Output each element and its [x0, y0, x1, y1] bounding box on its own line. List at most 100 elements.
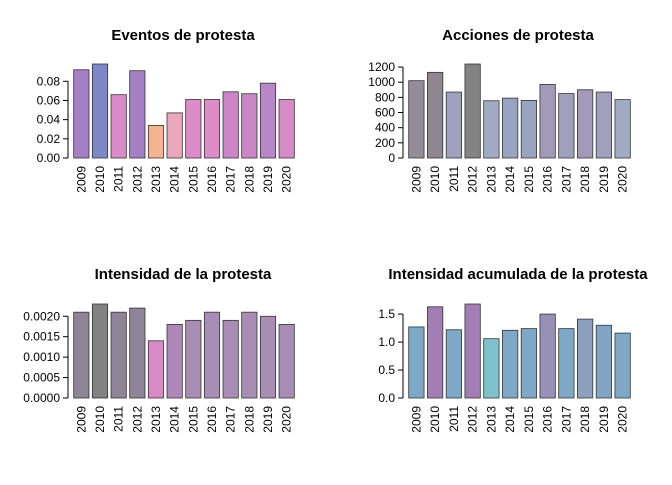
x-tick-label: 2009 — [74, 406, 88, 433]
x-tick-label: 2012 — [466, 406, 480, 433]
bar-2013 — [483, 338, 500, 399]
x-tick-label: 2013 — [149, 166, 163, 193]
bar-2014 — [502, 329, 519, 399]
x-tick-label: 2011 — [112, 166, 126, 192]
x-tick-label: 2009 — [409, 406, 423, 433]
x-tick-label: 2012 — [130, 166, 144, 193]
x-tick-label: 2015 — [186, 166, 200, 193]
x-tick-label: 2014 — [168, 166, 182, 193]
x-tick-label: 2014 — [503, 406, 517, 433]
y-tick-label: 800 — [375, 90, 395, 104]
chart-panel-3: Intensidad de la protesta 2009 2010 2011 201… — [23, 266, 295, 433]
x-tick-label: 2017 — [224, 166, 238, 193]
bar-2015 — [185, 319, 202, 399]
bar-2014 — [166, 112, 183, 159]
x-tick-label: 2011 — [447, 166, 461, 192]
x-tick-label: 2018 — [578, 406, 592, 433]
x-tick-label: 2013 — [149, 406, 163, 433]
x-tick-label: 2016 — [541, 166, 555, 193]
bar-2016 — [203, 311, 221, 399]
bar-2015 — [520, 328, 537, 399]
chart-panel-2: Acciones de protesta 2009 2010 2011 2012 2013… — [368, 27, 631, 193]
x-tick-label: 2010 — [428, 406, 442, 433]
bar-2017 — [558, 93, 575, 159]
x-tick-label: 2017 — [559, 166, 573, 193]
x-tick-label: 2012 — [466, 166, 480, 193]
bar-2019 — [595, 91, 612, 159]
y-tick-label: 0.06 — [37, 93, 61, 107]
y-tick-label: 0.5 — [378, 363, 395, 377]
chart-title: Acciones de protesta — [442, 27, 594, 44]
x-tick-label: 2015 — [522, 166, 536, 193]
bar-2019 — [259, 315, 277, 399]
x-tick-label: 2020 — [616, 166, 630, 193]
chart-title: Intensidad acumulada de la protesta — [388, 266, 648, 283]
bar-2009 — [408, 80, 425, 159]
y-tick-label: 0.04 — [37, 113, 61, 127]
x-tick-label: 2010 — [93, 166, 107, 193]
y-tick-label: 1.5 — [378, 307, 395, 321]
bar-2010 — [427, 71, 444, 159]
x-tick-label: 2010 — [428, 166, 442, 193]
x-tick-label: 2009 — [74, 166, 88, 193]
bar-2016 — [203, 99, 221, 159]
y-tick-label: 400 — [375, 121, 395, 135]
y-tick-label: 1200 — [368, 60, 395, 74]
bar-2013 — [483, 100, 500, 159]
bar-2015 — [185, 99, 202, 159]
bar-2016 — [539, 313, 556, 399]
x-tick-label: 2018 — [242, 166, 256, 193]
y-tick-label: 200 — [375, 136, 395, 150]
x-tick-label: 2012 — [130, 406, 144, 433]
bar-2012 — [129, 70, 146, 159]
bar-2013 — [147, 340, 165, 399]
y-tick-label: 600 — [375, 106, 395, 120]
x-tick-label: 2016 — [541, 406, 555, 433]
bar-2018 — [241, 311, 258, 399]
x-tick-label: 2016 — [205, 166, 219, 193]
bar-2012 — [464, 63, 481, 159]
bar-2014 — [166, 324, 183, 399]
bar-2017 — [558, 328, 575, 399]
bar-2011 — [445, 91, 462, 159]
bar-2020 — [614, 99, 631, 159]
x-tick-label: 2013 — [484, 406, 498, 433]
bar-2015 — [520, 99, 537, 159]
x-tick-label: 2020 — [280, 406, 294, 433]
x-tick-label: 2018 — [242, 406, 256, 433]
y-tick-label: 0.0 — [378, 391, 395, 405]
bar-2019 — [259, 82, 277, 159]
chart-title: Eventos de protesta — [111, 27, 255, 44]
chart-title: Intensidad de la protesta — [95, 266, 272, 283]
y-tick-label: 0.0005 — [23, 371, 60, 385]
bar-2020 — [278, 99, 295, 159]
bar-2011 — [445, 329, 462, 399]
x-tick-label: 2013 — [484, 166, 498, 193]
bar-2011 — [110, 311, 127, 399]
bar-2017 — [222, 91, 239, 159]
bar-2009 — [73, 69, 90, 159]
bar-2010 — [427, 306, 444, 399]
bar-2009 — [73, 311, 90, 399]
bar-2017 — [222, 319, 239, 399]
y-tick-label: 0.0020 — [23, 309, 60, 323]
y-tick-label: 0.0010 — [23, 350, 60, 364]
x-tick-label: 2011 — [447, 406, 461, 432]
y-tick-label: 0 — [388, 151, 395, 165]
y-tick-label: 1000 — [368, 75, 395, 89]
x-tick-label: 2011 — [112, 406, 126, 432]
bar-2020 — [614, 332, 631, 399]
bar-2016 — [539, 84, 556, 159]
x-tick-label: 2015 — [522, 406, 536, 433]
bar-2012 — [464, 303, 481, 399]
y-tick-label: 1.0 — [378, 335, 395, 349]
x-tick-label: 2016 — [205, 406, 219, 433]
x-tick-label: 2019 — [597, 166, 611, 193]
bar-2014 — [502, 97, 519, 159]
x-tick-label: 2019 — [261, 406, 275, 433]
chart-panel-1: Eventos de protesta 2009 2010 2011 2012 2013 2… — [37, 27, 295, 193]
bar-2018 — [577, 89, 594, 159]
y-tick-label: 0.02 — [37, 132, 61, 146]
